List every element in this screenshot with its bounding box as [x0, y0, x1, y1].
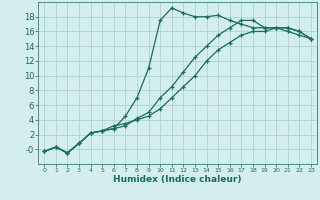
X-axis label: Humidex (Indice chaleur): Humidex (Indice chaleur) [113, 175, 242, 184]
